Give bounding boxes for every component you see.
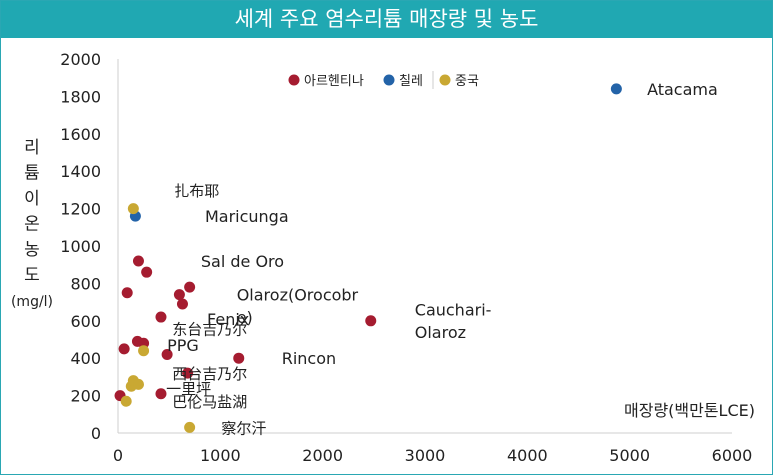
y-tick-label: 1600 <box>60 125 101 144</box>
legend-label: 중국 <box>455 74 479 89</box>
y-tick-label: 1000 <box>60 237 101 256</box>
y-tick-label: 400 <box>70 349 101 368</box>
y-tick-label: 1400 <box>60 162 101 181</box>
point-annotation: 巴伦马盐湖 <box>172 393 247 411</box>
data-point <box>176 298 188 310</box>
x-axis-label: 매장량(백만톤LCE) <box>624 401 755 420</box>
point-annotation: PPG <box>167 336 199 355</box>
data-point <box>184 421 196 433</box>
point-annotation: 扎布耶 <box>174 182 219 200</box>
point-annotation: 东台吉乃尔 <box>172 320 247 338</box>
chart-title: 세계 주요 염수리튬 매장량 및 농도 <box>1 1 772 38</box>
x-tick-label: 4000 <box>507 446 548 465</box>
data-point <box>132 378 144 390</box>
y-tick-label: 800 <box>70 274 101 293</box>
data-point <box>120 395 132 407</box>
x-tick-label: 1000 <box>200 446 241 465</box>
data-point <box>184 281 196 293</box>
point-annotation: 西台吉乃尔 <box>172 365 247 383</box>
data-point <box>141 266 153 278</box>
point-annotation: e) <box>237 308 253 327</box>
data-point <box>233 352 245 364</box>
y-tick-label: 200 <box>70 387 101 406</box>
y-tick-label: 0 <box>91 424 101 443</box>
x-tick-label: 0 <box>113 446 123 465</box>
data-point <box>127 203 139 215</box>
x-tick-label: 6000 <box>712 446 753 465</box>
point-annotation: Olaroz(Orocobr <box>237 286 359 305</box>
y-tick-label: 600 <box>70 312 101 331</box>
legend-label: 아르헨티나 <box>304 74 364 89</box>
legend-marker <box>288 74 300 86</box>
data-point <box>365 315 377 327</box>
point-annotation: Atacama <box>647 80 718 99</box>
legend-label: 칠레 <box>399 74 423 89</box>
y-tick-label: 2000 <box>60 50 101 69</box>
scatter-chart: 0 1000 2000 3000 4000 5000 6000 0 200 400 600 800 10… <box>11 50 755 465</box>
data-point <box>155 311 167 323</box>
data-point <box>173 289 185 301</box>
y-tick-label: 1800 <box>60 87 101 106</box>
x-tick-label: 2000 <box>302 446 343 465</box>
point-annotation: Rincon <box>282 349 336 368</box>
x-tick-label: 5000 <box>609 446 650 465</box>
x-tick-label: 3000 <box>405 446 446 465</box>
data-point <box>155 388 167 400</box>
y-tick-label: 1200 <box>60 200 101 219</box>
point-annotation: 一里坪 <box>166 380 211 398</box>
point-annotation: Cauchari- <box>415 301 492 320</box>
data-point <box>161 348 173 360</box>
legend-marker <box>383 74 395 86</box>
data-point <box>138 345 150 357</box>
data-point <box>121 287 133 299</box>
point-annotation: 察尔汗 <box>221 419 266 437</box>
y-axis-label: 리 튬 이 온 농 도 (mg/l) <box>11 138 53 310</box>
data-point <box>118 343 130 355</box>
data-point <box>182 367 194 379</box>
data-point <box>132 255 144 267</box>
point-annotation: Maricunga <box>205 207 289 226</box>
data-point <box>610 83 622 95</box>
point-annotation: Olaroz <box>415 323 466 342</box>
point-annotation: Fenix <box>207 310 249 329</box>
legend-marker <box>439 74 451 86</box>
point-annotation: Sal de Oro <box>201 252 284 271</box>
